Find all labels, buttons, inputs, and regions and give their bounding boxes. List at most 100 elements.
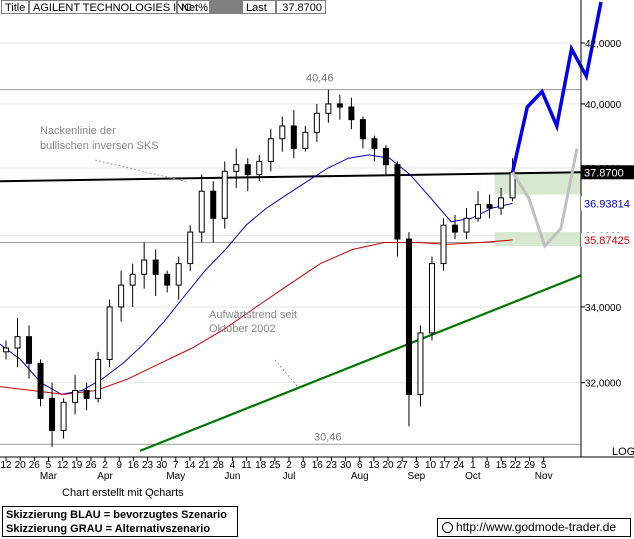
candle-body — [348, 106, 355, 121]
annotation-neckline-line2: bullischen inversen SKS — [40, 140, 159, 152]
plot-background — [0, 0, 581, 457]
x-tick-label: 3 — [414, 460, 420, 471]
scenario-blue-path — [510, 1, 603, 173]
level-label: 30,46 — [314, 431, 342, 443]
candle-body — [221, 170, 228, 219]
header-title-label: Title — [1, 0, 29, 14]
x-tick-label: 24 — [453, 460, 465, 471]
x-tick-label: 1 — [470, 460, 476, 471]
website-url: http://www.godmode-trader.de — [456, 520, 617, 534]
price-tag-label: 35.87425 — [584, 235, 630, 247]
x-tick-label: 23 — [326, 460, 338, 471]
candle-body — [244, 164, 251, 176]
y-tick-label: 40,0000 — [585, 100, 622, 111]
x-tick-label: 23 — [142, 460, 154, 471]
y-tick-label: 34,0000 — [585, 303, 622, 314]
candle-body — [267, 138, 274, 162]
x-tick-label: 6 — [357, 460, 363, 471]
candle-body — [325, 103, 332, 114]
trend-layer — [0, 171, 582, 452]
candle-body — [428, 263, 435, 334]
support-zone — [494, 232, 581, 246]
candle-body — [175, 263, 182, 286]
x-month-label: May — [166, 471, 185, 482]
globe-icon — [442, 522, 453, 533]
candle-body — [37, 362, 44, 399]
header-last-value: 37.8700 — [276, 0, 326, 14]
x-tick-label: 29 — [524, 460, 536, 471]
x-tick-label: 28 — [213, 460, 225, 471]
candle-body — [463, 217, 470, 233]
candle-layer — [3, 89, 516, 447]
x-tick-label: 2 — [102, 460, 108, 471]
x-tick-label: 19 — [71, 460, 83, 471]
header-net-value — [210, 0, 242, 14]
price-tag-box — [581, 196, 634, 211]
candle-body — [106, 306, 113, 360]
x-tick-label: 5 — [46, 460, 52, 471]
candle-body — [129, 273, 136, 286]
ma-short-line — [0, 154, 513, 395]
level-label: 40,46 — [306, 73, 334, 85]
legend-blue-text: Skizzierung BLAU = bevorzugtes Szenario — [6, 509, 227, 521]
website-link[interactable]: http://www.godmode-trader.de — [437, 518, 631, 537]
x-tick-label: 12 — [0, 460, 12, 471]
uptrend-line — [139, 274, 582, 452]
candle-body — [26, 336, 33, 364]
x-tick-label: 17 — [439, 460, 451, 471]
header-company-name: AGILENT TECHNOLOGIES INC — [29, 0, 192, 14]
candle-body — [290, 125, 297, 149]
candle-body — [164, 273, 171, 286]
scenario-layer — [510, 1, 603, 249]
candle-body — [359, 119, 366, 140]
x-month-label: Oct — [465, 471, 481, 482]
candle-body — [3, 347, 9, 353]
candle-body — [187, 231, 194, 265]
candle-body — [302, 131, 309, 149]
annotation-trend-line1: Aufwärtstrend seit — [209, 309, 297, 321]
x-tick-label: 4 — [230, 460, 236, 471]
chart-credit: Chart erstellt mit Qcharts — [62, 487, 184, 499]
x-month-label: Aug — [351, 471, 369, 482]
candle-body — [475, 204, 482, 219]
candle-body — [382, 147, 389, 166]
price-tag-box — [581, 165, 634, 180]
annotation-neckline-line1: Nackenlinie der — [40, 125, 116, 137]
candle-body — [313, 112, 320, 133]
candle-body — [394, 164, 401, 240]
candle-body — [49, 397, 56, 431]
y-tick-label: 32,0000 — [585, 379, 622, 390]
candle-body — [141, 259, 148, 275]
log-scale-label: LOG — [612, 446, 634, 458]
candle-body — [152, 259, 159, 275]
x-tick-label: 27 — [397, 460, 409, 471]
candle-body — [405, 238, 412, 395]
x-tick-label: 20 — [15, 460, 27, 471]
x-tick-label: 8 — [484, 460, 490, 471]
candle-body — [452, 224, 459, 233]
x-tick-label: 21 — [199, 460, 211, 471]
price-tag-label: 37.8700 — [584, 167, 624, 179]
x-tick-label: 9 — [116, 460, 122, 471]
x-tick-label: 22 — [510, 460, 522, 471]
x-tick-label: 26 — [85, 460, 97, 471]
candle-body — [83, 390, 90, 399]
candle-body — [486, 204, 493, 209]
candle-body — [14, 336, 21, 349]
price-tag-box — [581, 232, 634, 247]
x-month-label: Jun — [224, 471, 240, 482]
x-tick-label: 16 — [312, 460, 324, 471]
x-tick-label: 5 — [541, 460, 547, 471]
x-tick-label: 30 — [340, 460, 352, 471]
candle-body — [279, 125, 286, 140]
x-month-label: Nov — [535, 471, 553, 482]
x-tick-label: 25 — [269, 460, 281, 471]
candle-body — [60, 401, 67, 431]
candle-body — [498, 197, 505, 209]
header-last-label: Last — [242, 0, 276, 14]
candle-body — [256, 160, 263, 176]
candle-body — [336, 103, 343, 108]
x-tick-label: 15 — [496, 460, 508, 471]
candle-body — [210, 190, 217, 219]
